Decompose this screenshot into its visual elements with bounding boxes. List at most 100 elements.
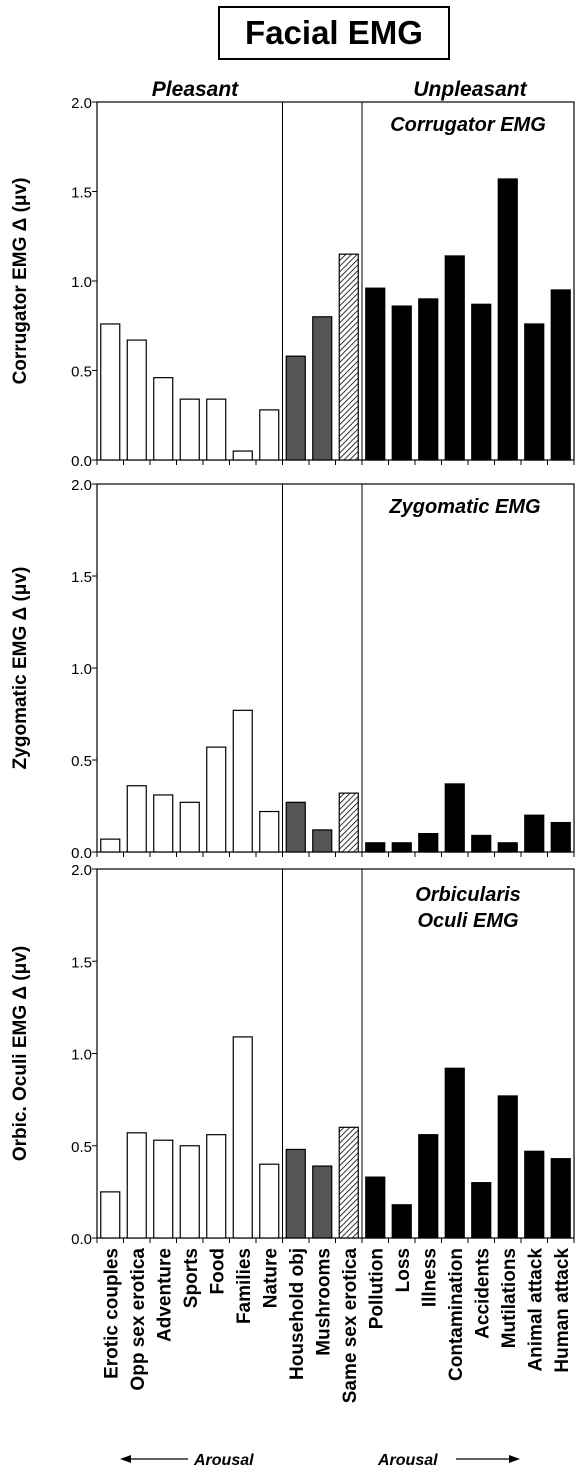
y-tick-label: 1.0 <box>71 1047 92 1064</box>
bar-pleasant <box>206 1134 227 1239</box>
arousal-label-right: Arousal <box>377 1452 438 1469</box>
bar-unpleasant <box>418 832 439 853</box>
bar-unpleasant <box>365 1176 386 1239</box>
figure-title: Facial EMG <box>218 6 450 60</box>
bar-pleasant <box>259 409 280 461</box>
bar-pleasant <box>206 746 227 853</box>
panel-title: Orbicularis Oculi EMG <box>415 884 521 932</box>
bar-unpleasant <box>524 323 545 461</box>
bar-unpleasant <box>365 287 386 461</box>
panel-title: Corrugator EMG <box>390 114 546 136</box>
category-label: Accidents <box>472 1248 493 1339</box>
bar-pleasant <box>232 709 253 853</box>
y-tick-label: 0.0 <box>71 453 92 470</box>
bar-unpleasant <box>391 1204 412 1239</box>
bar-hatched <box>338 1126 359 1239</box>
bar-unpleasant <box>365 842 386 853</box>
bar-pleasant <box>259 1163 280 1239</box>
category-label: Loss <box>393 1248 414 1292</box>
y-tick-label: 1.0 <box>71 274 92 291</box>
y-tick-label: 2.0 <box>71 477 92 494</box>
bar-neutral <box>312 316 333 461</box>
bar-unpleasant <box>391 305 412 461</box>
y-tick-label: 0.5 <box>71 1139 92 1156</box>
group-label-unpleasant: Unpleasant <box>413 78 527 101</box>
y-tick-label: 0.5 <box>71 753 92 770</box>
bar-unpleasant <box>391 842 412 853</box>
bar-unpleasant <box>497 1095 518 1239</box>
bar-pleasant <box>100 1191 121 1239</box>
y-tick-label: 1.5 <box>71 569 92 586</box>
category-label: Human attack <box>552 1248 573 1373</box>
bar-unpleasant <box>418 298 439 461</box>
bar-unpleasant <box>471 1182 492 1239</box>
y-tick-label: 1.5 <box>71 954 92 971</box>
bar-neutral <box>312 1165 333 1239</box>
bar-pleasant <box>232 1036 253 1239</box>
category-label: Contamination <box>446 1248 467 1381</box>
panel-title: Zygomatic EMG <box>388 496 540 518</box>
bar-unpleasant <box>550 821 571 853</box>
y-axis-label: Corrugator EMG Δ (μv) <box>10 178 31 385</box>
bar-pleasant <box>153 377 174 461</box>
arousal-label-left: Arousal <box>193 1452 254 1469</box>
bar-neutral <box>285 355 306 461</box>
bar-unpleasant <box>524 1150 545 1239</box>
bar-pleasant <box>179 398 200 461</box>
category-label: Food <box>207 1248 228 1294</box>
bar-unpleasant <box>471 303 492 461</box>
bar-unpleasant <box>550 289 571 461</box>
category-label: Sports <box>181 1248 202 1308</box>
bar-unpleasant <box>444 1067 465 1239</box>
bar-neutral <box>285 801 306 853</box>
y-tick-label: 0.0 <box>71 1231 92 1248</box>
bar-unpleasant <box>471 834 492 853</box>
bar-unpleasant <box>524 814 545 853</box>
category-label: Animal attack <box>525 1248 546 1372</box>
y-axis-label: Zygomatic EMG Δ (μv) <box>10 567 31 770</box>
group-label-pleasant: Pleasant <box>152 78 239 101</box>
bar-pleasant <box>126 1132 147 1239</box>
bar-pleasant <box>206 398 227 461</box>
bar-pleasant <box>232 450 253 461</box>
bar-pleasant <box>153 1139 174 1239</box>
bar-unpleasant <box>497 842 518 853</box>
arrowhead-left-icon <box>120 1455 131 1463</box>
bar-pleasant <box>100 323 121 461</box>
bar-pleasant <box>126 339 147 461</box>
bar-pleasant <box>126 785 147 853</box>
y-tick-label: 0.0 <box>71 845 92 862</box>
bar-unpleasant <box>418 1134 439 1239</box>
bar-hatched <box>338 253 359 461</box>
category-label: Mutilations <box>499 1248 520 1348</box>
category-label: Household obj <box>287 1248 308 1380</box>
bar-unpleasant <box>497 178 518 461</box>
category-label: Mushrooms <box>313 1248 334 1356</box>
y-tick-label: 1.5 <box>71 185 92 202</box>
y-axis-label: Orbic. Oculi EMG Δ (μv) <box>10 946 31 1161</box>
bar-pleasant <box>179 801 200 853</box>
bar-hatched <box>338 792 359 853</box>
category-label: Erotic couples <box>101 1248 122 1379</box>
y-tick-label: 1.0 <box>71 661 92 678</box>
y-tick-label: 2.0 <box>71 862 92 879</box>
category-label: Pollution <box>366 1248 387 1329</box>
category-label: Opp sex erotica <box>128 1248 149 1391</box>
category-label: Illness <box>419 1248 440 1307</box>
bar-unpleasant <box>444 255 465 461</box>
bar-pleasant <box>153 794 174 853</box>
bar-neutral <box>312 829 333 853</box>
bar-unpleasant <box>550 1158 571 1239</box>
bar-pleasant <box>259 810 280 853</box>
y-tick-label: 0.5 <box>71 364 92 381</box>
bar-unpleasant <box>444 783 465 853</box>
category-label: Families <box>234 1248 255 1324</box>
bar-pleasant <box>100 838 121 853</box>
bar-pleasant <box>179 1145 200 1239</box>
bar-neutral <box>285 1148 306 1239</box>
category-label: Adventure <box>154 1248 175 1342</box>
category-label: Same sex erotica <box>340 1248 361 1404</box>
arrowhead-right-icon <box>509 1455 520 1463</box>
category-label: Nature <box>260 1248 281 1308</box>
